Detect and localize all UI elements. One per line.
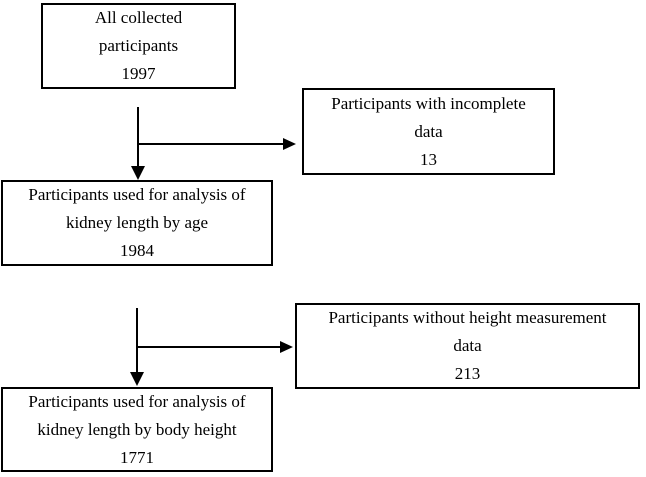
box-count: 1984: [120, 241, 154, 260]
box-incomplete-data: Participants with incomplete data 13: [302, 88, 555, 175]
arrow-down-to-kidney-age: [131, 107, 145, 180]
arrow-down-to-kidney-height: [130, 308, 144, 386]
box-count: 13: [420, 149, 437, 169]
arrow-right-to-incomplete-data: [138, 138, 296, 150]
box-line: Participants used for analysis of: [28, 185, 246, 204]
box-no-height-measurement-data: Participants without height measurement …: [295, 303, 640, 389]
box-line: kidney length by age: [65, 213, 209, 232]
box-kidney-length-by-body-height: Participants used for analysis of kidney…: [1, 387, 273, 472]
box-line: Participants without height measurement: [328, 308, 607, 327]
box-line: Participants with incomplete: [331, 93, 526, 113]
box-all-collected-participants: All collected participants 1997: [41, 3, 236, 89]
box-count: 1771: [120, 447, 154, 467]
arrow-right-to-no-height-data: [137, 341, 293, 353]
box-line: kidney length by body height: [37, 419, 237, 439]
box-line: data: [414, 121, 443, 141]
box-line: All collected: [94, 8, 183, 27]
box-line: Participants used for analysis of: [28, 391, 246, 411]
box-line: data: [453, 336, 482, 355]
box-line: participants: [98, 36, 179, 55]
box-kidney-length-by-age: Participants used for analysis of kidney…: [1, 180, 273, 266]
box-count: 213: [454, 364, 481, 383]
box-count: 1997: [121, 64, 156, 83]
